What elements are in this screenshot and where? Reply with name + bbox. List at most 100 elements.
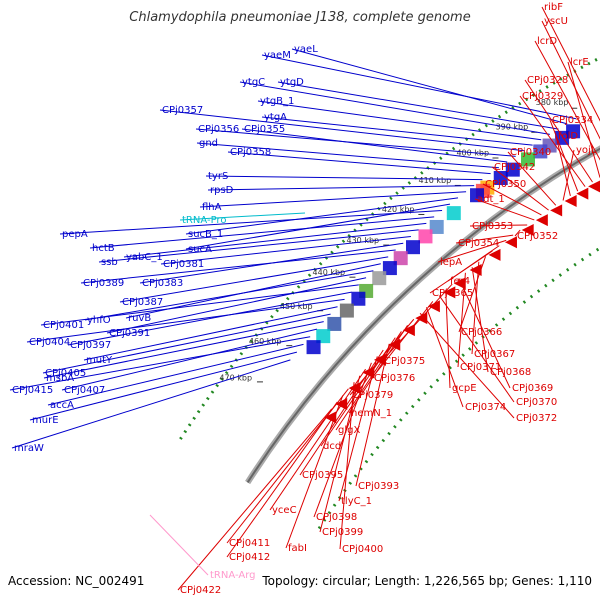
forward-gene-block <box>405 240 420 255</box>
forward-gene-block <box>505 162 520 177</box>
kbp-label: 440 kbp <box>313 268 346 277</box>
gene-label-red-leader <box>226 401 338 558</box>
map-title: Chlamydophila pneumoniae J138, complete … <box>129 10 471 25</box>
gene-label-blue-leader <box>257 100 542 141</box>
gene-label-red-leader <box>541 6 600 122</box>
gene-label-red-leader <box>491 166 549 211</box>
gene-label-red: CPj0398 <box>316 512 357 523</box>
gene-label-red: lcrE <box>570 57 589 68</box>
kbp-label: 470 kbp <box>219 374 252 383</box>
kbp-label: 450 kbp <box>280 302 313 311</box>
gene-label-blue: yhfO <box>87 315 111 326</box>
gene-label-blue-leader <box>84 270 374 321</box>
gene-label-blue: yaeL <box>294 44 318 55</box>
gene-label-red: CPj0350 <box>485 179 526 190</box>
gene-label-red-leader <box>457 272 466 368</box>
gene-label-blue: CPj0383 <box>142 278 183 289</box>
gene-label-blue: pepA <box>62 229 88 240</box>
forward-gene-block <box>327 316 342 331</box>
gene-label-red: CPj0376 <box>374 373 415 384</box>
gene-label-blue-leader <box>185 203 451 250</box>
gene-label-red-leader <box>458 256 487 333</box>
gene-label-red: yceC <box>272 505 297 516</box>
gene-label-red-leader <box>469 224 528 227</box>
kbp-label: 430 kbp <box>347 236 380 245</box>
gene-label-blue: ssb <box>101 257 118 268</box>
gene-label-red-leader <box>562 149 575 201</box>
forward-gene-block <box>470 188 485 203</box>
gene-label-red: CPj0393 <box>358 481 399 492</box>
gene-label-blue: sucB_1 <box>188 229 223 240</box>
gene-label-red-leader <box>335 331 402 431</box>
gene-label-blue-leader <box>11 359 291 449</box>
gene-label-red-leader <box>313 362 372 518</box>
backbone-inner <box>246 147 600 483</box>
gene-label-red: CPj0369 <box>512 383 553 394</box>
gene-label-blue-leader <box>43 321 324 379</box>
gene-label-red: glgX <box>338 425 360 436</box>
gene-label-blue-leader <box>205 175 483 181</box>
gene-label-blue: rpsD <box>210 185 234 196</box>
gene-label-blue-leader <box>185 197 459 235</box>
gene-label-blue: CPj0404 <box>29 337 70 348</box>
gene-label-blue-leader <box>9 336 311 391</box>
gene-label-blue-leader <box>261 116 533 146</box>
gene-label-red-leader <box>514 229 521 237</box>
forward-gene-block <box>306 340 321 355</box>
gene-label-red-leader <box>425 307 464 408</box>
reverse-gene-arrow <box>576 187 589 200</box>
gene-label-red: fabI <box>288 543 307 554</box>
gene-label-blue-leader <box>207 185 475 191</box>
gene-label-red: adt_1 <box>477 194 505 205</box>
gene-label-blue: CPj0356 <box>198 124 239 135</box>
gene-label-blue: CPj0389 <box>83 278 124 289</box>
forward-gene-block <box>446 206 461 221</box>
gene-label-red-leader <box>320 337 396 447</box>
gene-label-blue-leader <box>40 284 359 326</box>
forward-gene-block <box>533 144 548 159</box>
gene-label-blue-leader <box>227 151 491 175</box>
gene-label-blue-leader <box>119 256 389 303</box>
gene-label-red-leader <box>549 119 579 192</box>
gene-label-red: yscU <box>544 16 568 27</box>
trna-pro-label-leader <box>179 212 306 221</box>
gene-label-blue: CPj0358 <box>230 147 271 158</box>
gene-label-red: CPj0412 <box>229 552 270 563</box>
backbone-outer <box>245 145 600 485</box>
gene-label-red-leader <box>471 267 489 373</box>
forward-gene-block <box>429 219 444 234</box>
gene-label-red: CPj0372 <box>516 413 557 424</box>
gene-label-red-leader <box>371 301 434 379</box>
gene-label-blue: CPj0407 <box>64 385 105 396</box>
gene-label-red: CPj0371 <box>460 362 501 373</box>
kbp-label: 420 kbp <box>382 205 415 214</box>
gene-label-red-leader <box>338 356 378 502</box>
gene-label-red-leader <box>438 295 515 403</box>
gene-label-red-leader <box>519 95 586 187</box>
reverse-gene-arrow <box>488 248 501 261</box>
gene-label-red: CPj0374 <box>465 402 506 413</box>
gene-label-red-leader <box>474 198 535 221</box>
trna-arg-label: tRNA-Arg <box>210 570 255 581</box>
gene-label-red-leader <box>507 151 557 206</box>
gene-label-red-leader <box>567 61 600 178</box>
gene-label-blue: CPj0355 <box>244 124 285 135</box>
gene-label-blue-leader <box>241 128 508 163</box>
reverse-gene-arrow <box>504 236 517 249</box>
gene-label-blue-leader <box>29 351 298 421</box>
gene-label-red-leader <box>455 234 514 244</box>
gene-label-red-leader <box>429 250 493 294</box>
gene-label-red: CPj0399 <box>322 527 363 538</box>
gene-label-blue-leader <box>59 209 443 235</box>
gene-label-blue: CPj0401 <box>43 320 84 331</box>
gene-label-red: CPj0400 <box>342 544 383 555</box>
trna-arg-label-leader <box>149 514 209 576</box>
reverse-gene-arrow <box>535 214 548 227</box>
gene-label-blue: murE <box>32 415 59 426</box>
gc-ring-inner <box>317 246 600 530</box>
gene-label-red-leader <box>555 135 571 196</box>
gene-label-blue-leader <box>195 128 516 157</box>
gene-label-red-leader <box>348 325 409 414</box>
gene-label-blue-leader <box>261 54 577 120</box>
gene-label-blue: ytgC <box>242 77 265 88</box>
